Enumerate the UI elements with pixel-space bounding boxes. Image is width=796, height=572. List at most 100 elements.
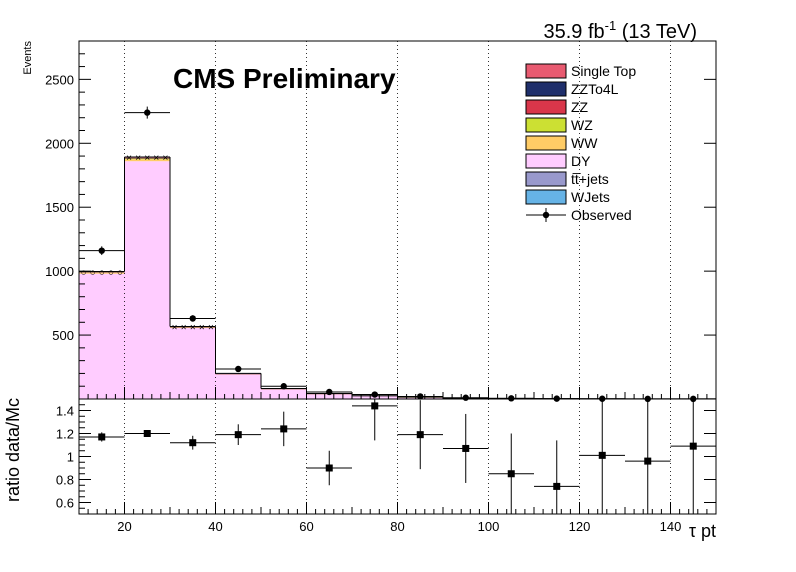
legend-swatch	[525, 63, 567, 79]
ratio-point	[598, 451, 606, 459]
main-y-tick-label: 2000	[45, 136, 74, 151]
x-tick-label: 140	[660, 519, 682, 534]
ratio-point	[325, 464, 333, 472]
ratio-point	[189, 439, 197, 447]
bar-dy	[261, 388, 307, 399]
legend-label: ZZTo4L	[571, 81, 619, 97]
ratio-y-tick-label: 1.4	[56, 404, 74, 419]
uncertainty-marker: ×	[181, 323, 187, 334]
x-tick-label: 80	[390, 519, 404, 534]
legend-swatch	[525, 189, 567, 205]
ratio-point	[689, 442, 697, 450]
bar-ww	[124, 159, 170, 162]
bar-dy	[306, 393, 352, 399]
x-tick-label: 100	[478, 519, 500, 534]
legend-swatch	[525, 153, 567, 169]
main-y-tick-label: 500	[52, 328, 74, 343]
legend-label: Single Top	[571, 63, 636, 79]
ratio-point	[462, 444, 470, 452]
lumi-exponent: -1	[605, 18, 617, 33]
ratio-plot-panel: 0.6 0.8 1 1.2 1.4 20 40 60 80 100 120 140 ratio da…	[3, 398, 717, 541]
uncertainty-marker: ○	[99, 268, 105, 279]
main-y-axis-label: Events	[22, 41, 34, 75]
ratio-point	[507, 470, 515, 478]
legend-label: Observed	[571, 207, 632, 223]
bar-dy	[215, 374, 261, 399]
cms-label: CMS Preliminary	[173, 63, 396, 94]
ratio-point	[143, 430, 151, 437]
observed-point	[189, 315, 196, 322]
ratio-y-axis-label: ratio data/Mc	[3, 398, 23, 502]
ratio-y-tick-label: 0.6	[56, 496, 74, 511]
bar-dy	[170, 328, 216, 399]
uncertainty-marker: ×	[153, 153, 159, 164]
uncertainty-marker: ×	[208, 323, 214, 334]
main-y-tick-label: 2500	[45, 72, 74, 87]
observed-point	[417, 393, 424, 400]
legend-label: tt̅+jets	[571, 171, 609, 187]
legend-observed-marker	[542, 211, 550, 219]
uncertainty-marker: ×	[199, 323, 205, 334]
observed-point	[508, 395, 515, 402]
legend-swatch	[525, 117, 567, 133]
legend-label: WW	[571, 135, 598, 151]
ratio-y-tick-label: 1.2	[56, 427, 74, 442]
observed-point	[235, 365, 242, 373]
ratio-points	[79, 399, 716, 514]
uncertainty-marker: ×	[135, 153, 141, 164]
observed-point	[462, 394, 469, 401]
ratio-point	[553, 482, 561, 490]
main-y-tick-label: 1000	[45, 264, 74, 279]
ratio-point	[644, 457, 652, 465]
legend-swatch	[525, 99, 567, 115]
legend: Single Top ZZTo4L ZZ WZ WW DY tt̅+jets WJets Obs…	[525, 63, 636, 223]
observed-point	[371, 391, 378, 398]
bar-wz	[124, 158, 170, 160]
x-tick-label: 40	[208, 519, 222, 534]
ratio-point	[234, 431, 242, 439]
ratio-y-axis: 0.6 0.8 1 1.2 1.4	[56, 404, 716, 515]
ratio-point	[371, 402, 379, 410]
x-axis-label: τ pt	[689, 521, 716, 541]
ratio-point	[98, 433, 106, 441]
bar-dy	[79, 273, 125, 399]
uncertainty-marker: ×	[163, 153, 169, 164]
uncertainty-marker: ×	[190, 323, 196, 334]
legend-label: WJets	[571, 189, 610, 205]
uncertainty-marker: ○	[108, 268, 114, 279]
observed-point	[98, 247, 105, 254]
uncertainty-marker: ○	[81, 268, 87, 279]
legend-label: WZ	[571, 117, 593, 133]
legend-label: DY	[571, 153, 591, 169]
bar-dy	[124, 161, 170, 399]
uncertainty-marker: ○	[117, 268, 123, 279]
lumi-label: 35.9 fb-1 (13 TeV)	[543, 18, 697, 43]
stacked-bars: ○ ○ ○ ○ ○× × × × ×× × × × ×	[79, 153, 716, 400]
uncertainty-marker: ○	[90, 268, 96, 279]
observed-point	[144, 109, 151, 116]
x-tick-label: 20	[117, 519, 131, 534]
bar-zzto4l	[124, 157, 170, 159]
uncertainty-marker: ×	[172, 323, 178, 334]
x-tick-label: 120	[569, 519, 591, 534]
uncertainty-marker: ×	[126, 153, 132, 164]
ratio-x-axis: 20 40 60 80 100 120 140	[78, 502, 717, 534]
legend-swatch	[525, 171, 567, 187]
lumi-value: 35.9 fb	[543, 21, 604, 43]
ratio-y-tick-label: 1	[67, 450, 74, 465]
ratio-point	[416, 431, 424, 439]
ratio-point	[280, 425, 288, 433]
observed-point	[280, 383, 287, 390]
legend-swatch	[525, 135, 567, 151]
legend-label: ZZ	[571, 99, 589, 115]
x-tick-label: 60	[299, 519, 313, 534]
main-y-tick-label: 1500	[45, 200, 74, 215]
legend-swatch	[525, 81, 567, 97]
bar-ww	[79, 272, 125, 274]
ratio-y-tick-label: 0.8	[56, 473, 74, 488]
main-x-axis	[78, 387, 717, 399]
uncertainty-marker: ×	[144, 153, 150, 164]
observed-point	[326, 388, 333, 396]
